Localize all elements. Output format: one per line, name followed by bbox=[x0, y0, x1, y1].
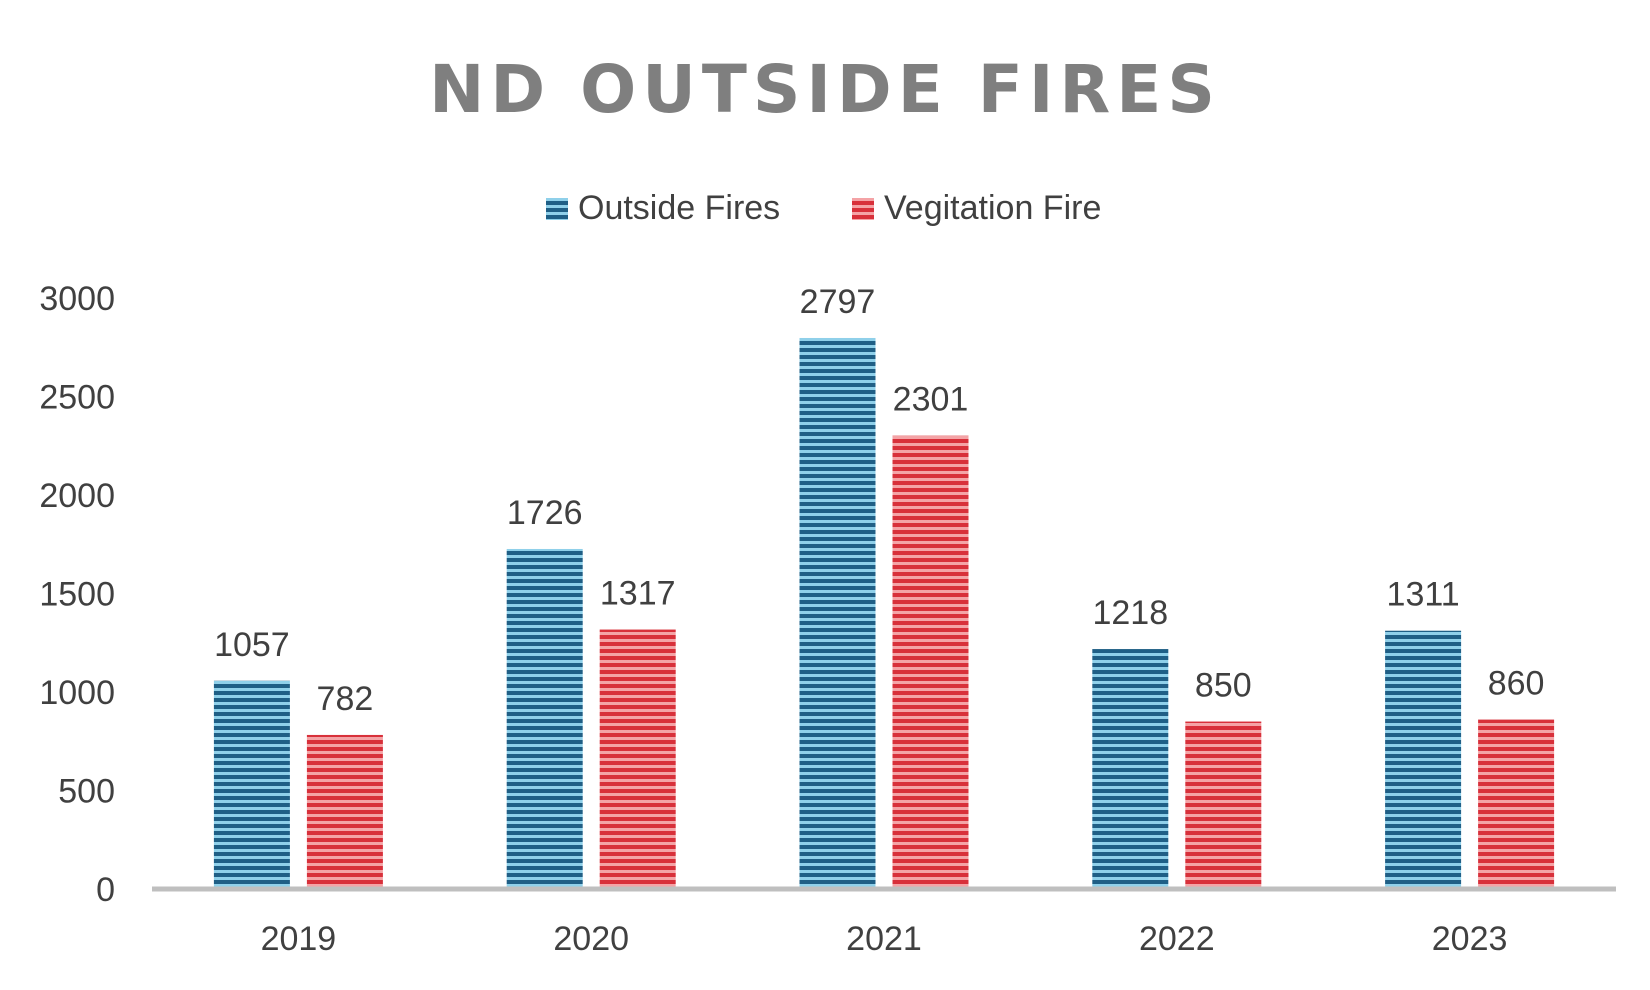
legend-label-outside-fires: Outside Fires bbox=[578, 189, 780, 227]
data-label-vegetation-fire-2023: 860 bbox=[1488, 665, 1545, 703]
data-label-outside-fires-2019: 1057 bbox=[214, 626, 290, 664]
bar-vegetation-fire-2021 bbox=[892, 435, 969, 889]
data-labels: 1057 782 1726 1317 2797 2301 1218 850 1311 860 bbox=[214, 283, 1544, 718]
bar-outside-fires-2022 bbox=[1092, 649, 1169, 889]
data-label-vegetation-fire-2019: 782 bbox=[317, 680, 374, 718]
bar-outside-fires-2019 bbox=[213, 680, 290, 889]
legend: Outside Fires Vegitation Fire bbox=[546, 189, 1101, 227]
chart-title: ND OUTSIDE FIRES bbox=[429, 51, 1221, 128]
y-tick-label: 500 bbox=[58, 773, 115, 811]
legend-swatch-outside-fires bbox=[546, 198, 568, 220]
y-tick-label: 2000 bbox=[39, 477, 115, 515]
x-tick-label-2022: 2022 bbox=[1139, 920, 1215, 958]
bar-outside-fires-2020 bbox=[506, 548, 583, 889]
bars bbox=[213, 337, 1555, 890]
bar-outside-fires-2021 bbox=[799, 337, 876, 890]
data-label-vegetation-fire-2020: 1317 bbox=[600, 575, 676, 613]
legend-swatch-vegetation-fire bbox=[852, 198, 874, 220]
x-tick-label-2020: 2020 bbox=[553, 920, 629, 958]
legend-label-vegetation-fire: Vegitation Fire bbox=[884, 189, 1101, 227]
y-tick-label: 2500 bbox=[39, 379, 115, 417]
bar-vegetation-fire-2020 bbox=[599, 629, 676, 889]
y-tick-label: 1000 bbox=[39, 674, 115, 712]
data-label-outside-fires-2023: 1311 bbox=[1387, 576, 1460, 614]
x-tick-label-2023: 2023 bbox=[1432, 920, 1508, 958]
data-label-vegetation-fire-2022: 850 bbox=[1195, 667, 1252, 705]
bar-vegetation-fire-2019 bbox=[306, 734, 383, 889]
bar-outside-fires-2023 bbox=[1385, 630, 1462, 889]
data-label-vegetation-fire-2021: 2301 bbox=[893, 381, 969, 419]
x-tick-label-2019: 2019 bbox=[261, 920, 337, 958]
x-axis: 2019 2020 2021 2022 2023 bbox=[261, 920, 1508, 958]
y-axis: 0 500 1000 1500 2000 2500 3000 bbox=[39, 280, 115, 909]
data-label-outside-fires-2022: 1218 bbox=[1092, 594, 1168, 632]
bar-vegetation-fire-2022 bbox=[1185, 721, 1262, 889]
data-label-outside-fires-2020: 1726 bbox=[507, 494, 583, 532]
y-tick-label: 3000 bbox=[39, 280, 115, 318]
x-tick-label-2021: 2021 bbox=[846, 920, 922, 958]
data-label-outside-fires-2021: 2797 bbox=[800, 283, 876, 321]
y-tick-label: 1500 bbox=[39, 576, 115, 614]
y-tick-label: 0 bbox=[96, 871, 115, 909]
bar-vegetation-fire-2023 bbox=[1478, 719, 1555, 889]
